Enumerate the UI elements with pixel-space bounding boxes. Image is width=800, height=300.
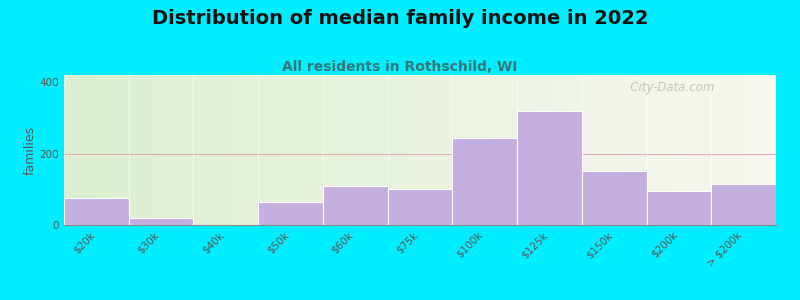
Bar bbox=[582, 171, 646, 225]
Bar bbox=[711, 184, 776, 225]
Bar bbox=[646, 191, 711, 225]
Bar bbox=[64, 198, 129, 225]
Text: Distribution of median family income in 2022: Distribution of median family income in … bbox=[152, 9, 648, 28]
Bar bbox=[452, 137, 517, 225]
Bar bbox=[258, 202, 323, 225]
Text: City-Data.com: City-Data.com bbox=[619, 81, 714, 94]
Text: All residents in Rothschild, WI: All residents in Rothschild, WI bbox=[282, 60, 518, 74]
Y-axis label: families: families bbox=[24, 125, 37, 175]
Bar bbox=[129, 218, 194, 225]
Bar bbox=[517, 111, 582, 225]
Bar bbox=[388, 189, 452, 225]
Bar bbox=[323, 186, 388, 225]
